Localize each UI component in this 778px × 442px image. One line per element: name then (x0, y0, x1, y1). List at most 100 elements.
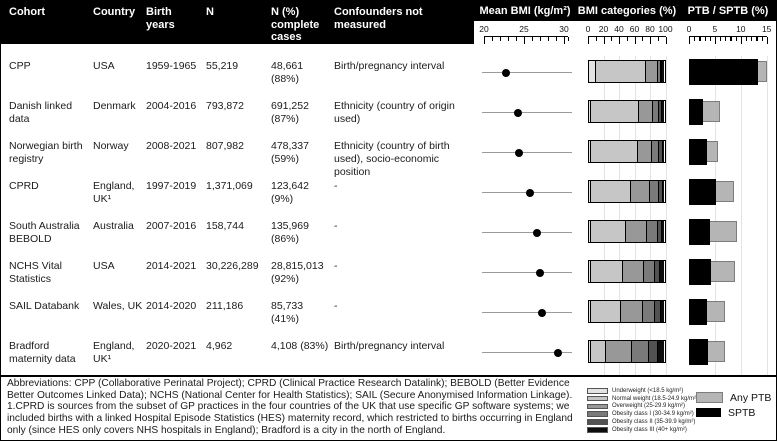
sptb-bar (689, 139, 707, 165)
bmi-category-segment (644, 261, 655, 282)
bmi-category-segment (589, 61, 596, 82)
ptb-legend-label: Any PTB (730, 391, 772, 404)
column-header-n-complete: N (%) complete cases (271, 6, 320, 43)
mean-bmi-tick-label: 20 (479, 24, 489, 34)
cell-n: 807,982 (206, 140, 244, 152)
cell-country: USA (93, 260, 115, 272)
cell-country: England, UK¹ (93, 340, 135, 365)
cell-confounders: Birth/pregnancy interval (334, 340, 445, 352)
ptb-tick (699, 37, 701, 41)
bmi-category-segment (662, 141, 665, 162)
table-row: CPRD England, UK¹ 1997-2019 1,371,069 123,64… (1, 176, 776, 216)
mean-bmi-tick (516, 37, 518, 41)
bmi-category-segment (643, 301, 656, 322)
cell-birth-years: 2008-2021 (146, 140, 197, 152)
table-row: Danish linked data Denmark 2004-2016 793,87… (1, 96, 776, 136)
cell-n: 158,744 (206, 220, 244, 232)
bmi-legend-item: Underweight (<18.5 kg/m²) (587, 387, 698, 395)
cell-birth-years: 2014-2020 (146, 300, 197, 312)
ptb-axis-ruler (689, 36, 768, 46)
bmi-category-segment (591, 221, 626, 242)
ptb-tick (720, 37, 722, 41)
bmi-category-segment (631, 181, 651, 202)
mean-bmi-dot (536, 268, 544, 277)
mean-bmi-tick (524, 37, 526, 44)
cell-country: Wales, UK (93, 300, 143, 312)
bmi-categories-tick (657, 37, 659, 41)
chart-title-bmi-categories: BMI categories (%) (577, 5, 677, 17)
bmi-categories-gridline (603, 56, 605, 375)
ptb-gridline (714, 56, 716, 375)
cell-confounders: - (334, 260, 338, 272)
cell-cohort: Danish linked data (9, 100, 73, 125)
bmi-category-segment (659, 261, 665, 282)
bmi-category-segment (622, 261, 645, 282)
cell-confounders: - (334, 180, 338, 192)
column-header-cohort: Cohort (9, 6, 46, 18)
cell-birth-years: 2020-2021 (146, 340, 197, 352)
sptb-bar (689, 99, 703, 125)
mean-bmi-tick (556, 37, 558, 41)
bmi-categories-bar (588, 340, 666, 363)
bmi-category-segment (659, 181, 663, 202)
mean-bmi-tick (532, 37, 534, 41)
ptb-legend-item: SPTB (696, 405, 771, 420)
bmi-category-segment (590, 341, 607, 362)
bmi-legend-label: Obesity class I (30-34.9 kg/m²) (612, 411, 694, 418)
ptb-tick (745, 37, 748, 41)
cell-n: 30,226,289 (206, 260, 259, 272)
bmi-categories-tick (595, 37, 597, 41)
ptb-tick (740, 37, 742, 44)
cell-confounders: - (334, 300, 338, 312)
ptb-legend-item: Any PTB (696, 390, 771, 405)
ptb-tick (756, 37, 758, 41)
cell-n: 211,186 (206, 300, 244, 312)
table-row: Bradford maternity data England, UK¹ 2020-… (1, 336, 776, 376)
bmi-categories-gridline (665, 56, 667, 375)
chart-title-mean-bmi: Mean BMI (kg/m²) (479, 5, 571, 17)
bmi-categories-axis-ruler (588, 36, 667, 46)
bmi-category-segment (589, 341, 591, 362)
sptb-bar (689, 219, 710, 245)
cell-birth-years: 2004-2016 (146, 100, 197, 112)
ptb-tick (689, 37, 691, 44)
bmi-category-segment (595, 61, 647, 82)
ptb-tick (766, 37, 768, 44)
bmi-category-segment (591, 301, 622, 322)
bmi-category-segment (589, 141, 592, 162)
ptb-tick (730, 37, 732, 41)
mean-bmi-tick-label: 25 (519, 24, 529, 34)
bmi-categories-bar (588, 220, 666, 243)
footnote-text: 1.CPRD is sources from the subset of GP … (7, 401, 573, 436)
cell-n-complete: 123,642 (9%) (271, 180, 309, 205)
bmi-category-segment (589, 261, 592, 282)
mean-bmi-range-line (482, 152, 572, 153)
bmi-category-segment (589, 301, 592, 322)
bmi-category-segment (647, 221, 658, 242)
sptb-bar (689, 59, 759, 85)
cell-n-complete: 4,108 (83%) (271, 340, 329, 352)
bmi-legend-label: Normal weight (18.5-24.9 kg/m²) (612, 395, 699, 402)
cell-birth-years: 1997-2019 (146, 180, 197, 192)
ptb-gridline (766, 56, 768, 375)
column-header-n: N (206, 6, 214, 18)
cell-confounders: - (334, 220, 338, 232)
bmi-legend-item: Overweight (25-29.9 kg/m²) (587, 403, 698, 411)
bmi-categories-bar (588, 60, 666, 83)
bmi-category-segment (621, 301, 644, 322)
bmi-category-segment (591, 261, 623, 282)
mean-bmi-dot (502, 68, 511, 77)
bmi-categories-tick (626, 37, 628, 41)
bmi-category-segment (649, 341, 658, 362)
ptb-tick (761, 37, 763, 41)
cell-confounders: Birth/pregnancy interval (334, 60, 445, 72)
bmi-category-segment (589, 101, 592, 122)
cell-n: 1,371,069 (206, 180, 253, 192)
bmi-categories-legend: Underweight (<18.5 kg/m²) Normal weight (… (587, 387, 698, 434)
mean-bmi-dot (525, 188, 534, 197)
table-row: South Australia BEBOLD Australia 2007-2016… (1, 216, 776, 256)
bmi-legend-swatch (587, 427, 608, 433)
bmi-legend-swatch (587, 403, 608, 410)
ptb-tick-label: 0 (686, 24, 692, 34)
bmi-category-segment (660, 301, 665, 322)
